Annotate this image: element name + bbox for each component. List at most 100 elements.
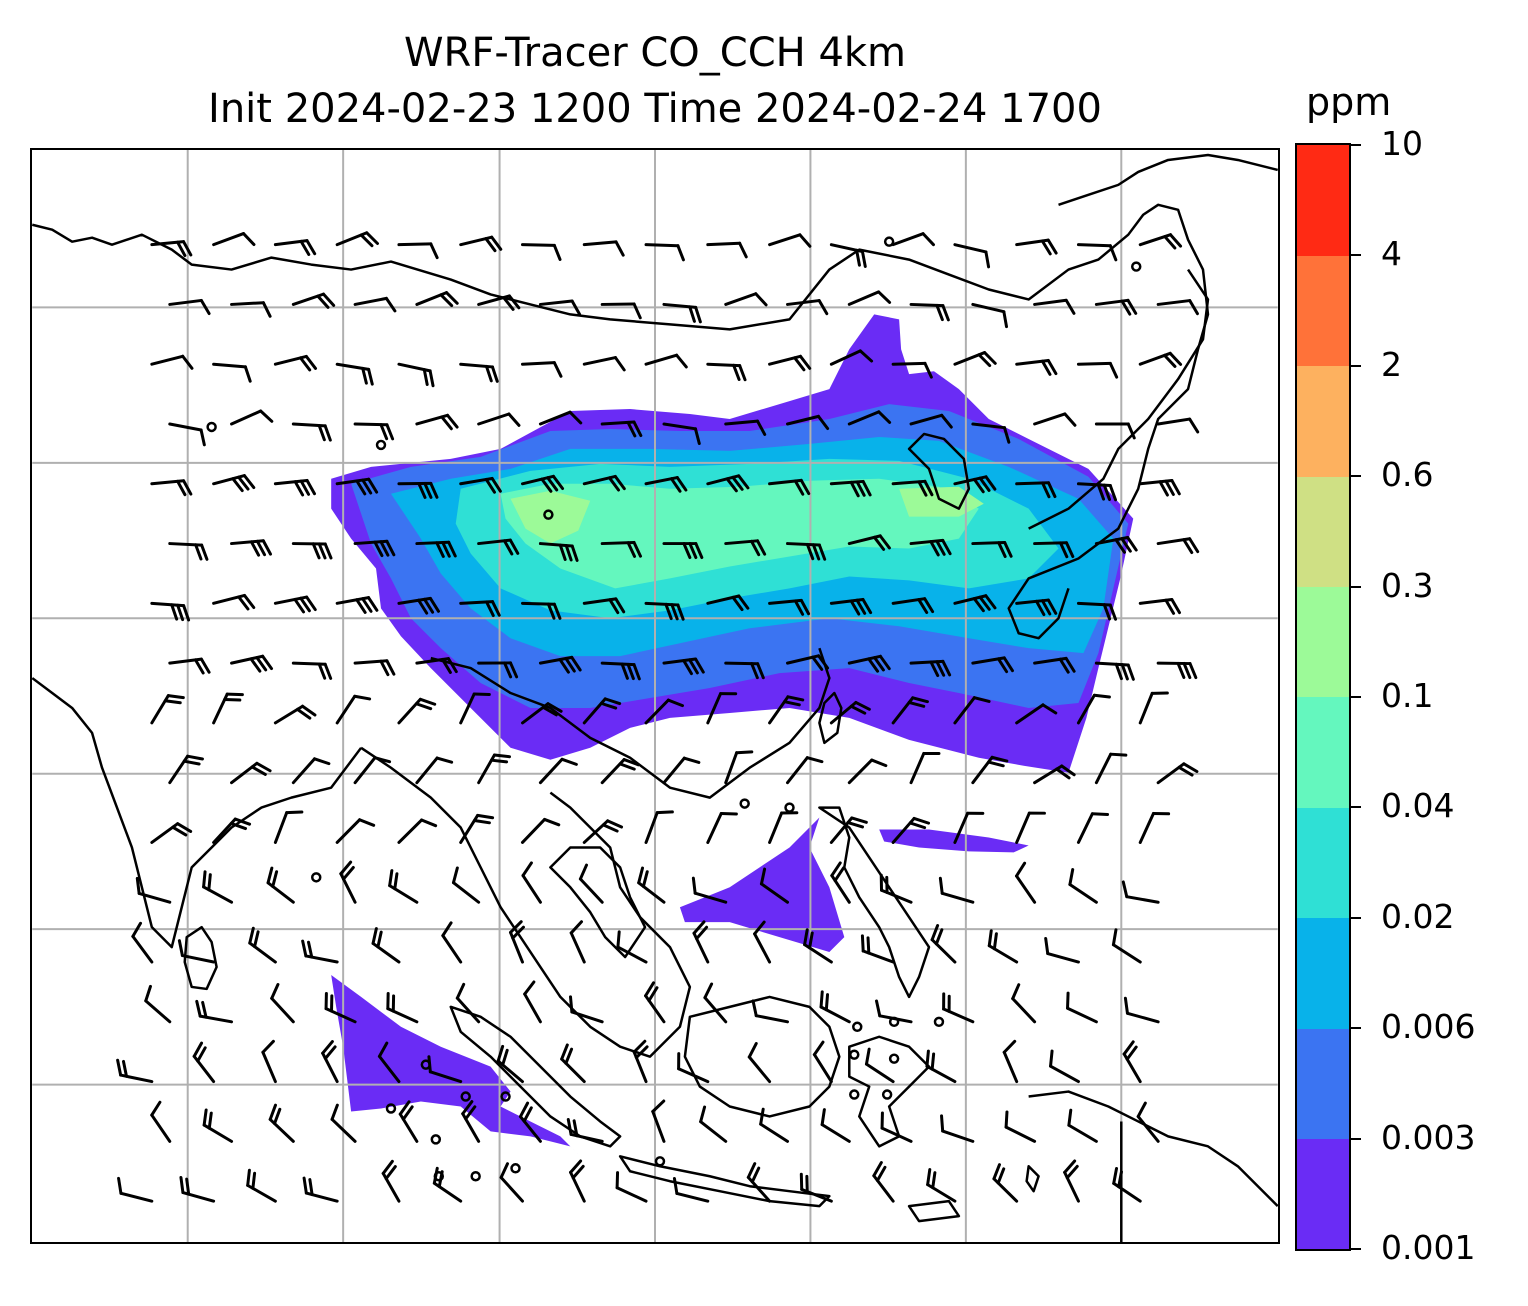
wind-barb: [1156, 299, 1199, 316]
wind-barb: [477, 753, 512, 785]
wind-barb: [651, 1099, 666, 1143]
wind-barb: [1138, 598, 1181, 615]
calm-wind-marker: [500, 1091, 511, 1102]
calm-wind-marker: [470, 1171, 481, 1182]
calm-wind-marker: [883, 236, 895, 247]
wind-barb: [953, 811, 985, 844]
wind-barb: [212, 232, 256, 247]
wind-barb: [273, 354, 318, 372]
wind-barb: [1138, 691, 1169, 725]
calm-wind-marker: [311, 872, 322, 883]
wind-barb: [560, 1043, 586, 1084]
wind-barb: [459, 476, 502, 494]
wind-barb: [1156, 537, 1200, 555]
wind-barb: [330, 1103, 357, 1143]
wind-barb: [706, 812, 738, 844]
wind-barb: [521, 861, 542, 904]
wind-barb: [291, 292, 336, 309]
wind-barb: [273, 595, 317, 614]
wind-barb: [1033, 412, 1077, 427]
colorbar-tick-label: 10: [1381, 124, 1423, 163]
wind-barb: [582, 697, 622, 725]
wind-barb: [909, 751, 941, 785]
wind-barb: [321, 1040, 339, 1084]
wind-barb: [891, 816, 931, 844]
wind-barb: [600, 540, 643, 558]
wind-barb: [353, 659, 396, 677]
colorbar-segment: [1297, 476, 1349, 588]
wind-barb: [1112, 1167, 1142, 1203]
wind-barb: [820, 1108, 851, 1143]
wind-barb: [786, 414, 830, 430]
wind-barb: [248, 926, 277, 964]
wind-barb: [520, 817, 561, 844]
wind-barb: [569, 995, 604, 1024]
wind-barb: [538, 410, 583, 426]
wind-barb: [582, 819, 624, 844]
wind-barb: [144, 984, 172, 1024]
wind-barb: [538, 542, 579, 562]
wind-barb: [819, 990, 851, 1024]
colorbar-segment: [1297, 1028, 1349, 1140]
wind-barb: [415, 291, 459, 308]
wind-barb: [724, 419, 767, 436]
wind-barb: [786, 756, 824, 785]
wind-barb: [992, 1163, 1019, 1203]
wind-barb: [786, 542, 827, 561]
wind-barb: [786, 654, 830, 671]
coast-north-china: [32, 203, 1210, 640]
wind-barb: [971, 656, 1014, 674]
wind-barb: [644, 353, 688, 369]
wind-barb: [1002, 1039, 1019, 1084]
wind-barb: [230, 761, 272, 785]
calm-wind-marker: [654, 1156, 666, 1167]
wind-barb: [273, 239, 317, 256]
wind-barb: [706, 692, 738, 725]
wind-barb: [415, 413, 459, 431]
wind-barb: [1156, 661, 1198, 680]
wind-barb: [1004, 1110, 1037, 1143]
wind-barb: [600, 420, 643, 438]
wind-barb: [1015, 358, 1058, 376]
coast-india: [32, 677, 363, 949]
wind-barb: [768, 811, 799, 844]
wind-barb: [202, 870, 234, 904]
wind-barb: [461, 1100, 481, 1143]
colorbar-tick-mark: [1351, 1137, 1361, 1140]
wind-barb: [230, 301, 272, 318]
wind-barb: [724, 750, 754, 785]
wind-barb: [768, 695, 805, 725]
wind-barb: [1033, 298, 1076, 315]
wind-barb: [644, 810, 674, 844]
wind-barb: [953, 594, 997, 613]
colorbar-segment: [1297, 697, 1349, 808]
coast-srilanka: [183, 925, 218, 991]
colorbar-tick-mark: [1351, 144, 1361, 146]
colorbar-tick-label: 0.003: [1381, 1117, 1476, 1157]
wind-barb: [291, 661, 333, 680]
coast-philippines: [818, 806, 931, 999]
wind-barb: [455, 982, 481, 1024]
wind-barb: [1076, 243, 1118, 262]
colorbar-tick-mark: [1351, 916, 1361, 919]
wind-barb: [1063, 1159, 1080, 1203]
coast-sulawesi: [848, 1035, 931, 1148]
wind-barb: [746, 1162, 772, 1203]
wind-barb: [753, 920, 772, 964]
calm-wind-marker: [433, 1171, 445, 1182]
colorbar-tick-mark: [1351, 254, 1361, 257]
wind-barb: [477, 661, 519, 679]
wind-barb: [499, 1162, 524, 1203]
wind-barb: [891, 597, 935, 614]
wind-barb: [150, 601, 191, 622]
wind-barb: [335, 694, 372, 725]
wind-barb: [179, 1175, 216, 1203]
wind-barb: [1015, 481, 1057, 499]
wind-barb: [926, 1168, 957, 1203]
wind-barb: [1076, 361, 1119, 379]
wind-barb: [268, 1103, 295, 1143]
wind-barb: [168, 422, 206, 447]
wind-barb: [909, 413, 953, 429]
wind-barb: [381, 1159, 401, 1203]
calm-wind-marker: [385, 1103, 397, 1114]
